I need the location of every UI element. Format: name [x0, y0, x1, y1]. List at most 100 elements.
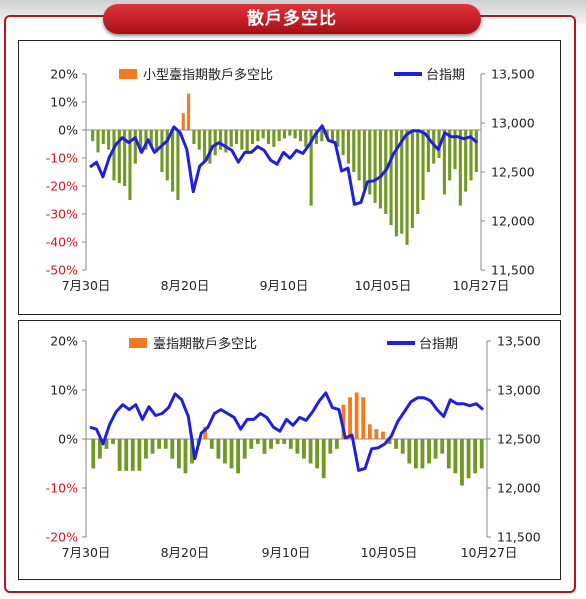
- negative-ratio-bar: [139, 130, 143, 153]
- negative-ratio-bar: [183, 439, 188, 474]
- negative-ratio-bar: [346, 130, 350, 164]
- left-tick-label: -10%: [46, 151, 78, 166]
- negative-ratio-bar: [410, 130, 414, 228]
- negative-ratio-bar: [91, 439, 96, 469]
- right-tick-label: 13,000: [497, 383, 541, 398]
- legend-bar-swatch: [129, 338, 147, 348]
- negative-ratio-bar: [176, 130, 180, 200]
- positive-ratio-bar: [341, 404, 346, 439]
- negative-ratio-bar: [321, 439, 326, 479]
- negative-ratio-bar: [394, 130, 398, 237]
- negative-ratio-bar: [416, 130, 420, 214]
- negative-ratio-bar: [107, 130, 111, 150]
- negative-ratio-bar: [320, 130, 324, 142]
- negative-ratio-bar: [474, 130, 478, 172]
- negative-ratio-bar: [433, 439, 438, 459]
- negative-ratio-bar: [111, 439, 115, 444]
- negative-ratio-bar: [242, 439, 247, 459]
- negative-ratio-bar: [295, 439, 300, 454]
- negative-ratio-bar: [473, 439, 478, 474]
- negative-ratio-bar: [341, 130, 345, 156]
- negative-ratio-bar: [357, 130, 361, 181]
- negative-ratio-bar: [309, 130, 313, 206]
- negative-ratio-bar: [400, 130, 404, 234]
- right-tick-label: 11,500: [491, 263, 535, 278]
- negative-ratio-bar: [163, 439, 168, 449]
- x-tick-label: 8月20日: [161, 278, 210, 293]
- negative-ratio-bar: [104, 439, 109, 449]
- chart-mini-taiex-retail-ratio: 20% 10% 0% -10% -20% -30% -40% -50% 13,500 13,000…: [46, 67, 535, 294]
- positive-ratio-bar: [381, 431, 385, 439]
- negative-ratio-bar: [277, 130, 281, 142]
- negative-ratio-bar: [250, 130, 255, 144]
- negative-ratio-bar: [269, 439, 273, 449]
- negative-ratio-bar: [272, 130, 276, 147]
- negative-ratio-bar: [334, 439, 339, 449]
- x-tick-label: 7月30日: [62, 278, 111, 293]
- negative-ratio-bar: [190, 439, 194, 464]
- positive-ratio-bar: [348, 397, 352, 439]
- negative-ratio-bar: [170, 439, 175, 459]
- negative-ratio-bar: [213, 130, 217, 156]
- negative-ratio-bar: [128, 130, 132, 200]
- chart-panel-mini: 20% 10% 0% -10% -20% -30% -40% -50% 13,500 13,000…: [18, 40, 561, 315]
- left-tick-label: 10%: [50, 383, 78, 398]
- negative-ratio-bar: [91, 130, 95, 142]
- x-tick-label: 9月10日: [262, 545, 311, 560]
- index-line: [89, 391, 484, 472]
- negative-ratio-bar: [453, 130, 457, 170]
- negative-ratio-bar: [378, 130, 382, 209]
- negative-ratio-bar: [117, 130, 121, 184]
- right-tick-label: 12,500: [491, 165, 535, 180]
- negative-ratio-bar: [117, 439, 122, 471]
- negative-ratio-bar: [448, 130, 452, 181]
- right-tick-label: 13,500: [491, 67, 535, 82]
- negative-ratio-bar: [216, 439, 221, 459]
- index-line: [89, 124, 479, 206]
- left-tick-label: -30%: [46, 207, 78, 222]
- negative-ratio-bar: [282, 130, 287, 139]
- negative-ratio-bar: [432, 130, 436, 164]
- negative-ratio-bar: [479, 439, 484, 469]
- left-tick-label: 0%: [58, 432, 78, 447]
- negative-ratio-bar: [373, 130, 377, 203]
- right-tick-label: 12,500: [497, 432, 541, 447]
- negative-ratio-bar: [469, 130, 473, 181]
- left-tick-label: 10%: [50, 95, 78, 110]
- x-tick-label: 8月20日: [161, 545, 210, 560]
- negative-ratio-bar: [362, 130, 366, 189]
- negative-ratio-bar: [308, 439, 313, 464]
- negative-ratio-bar: [282, 439, 287, 444]
- negative-ratio-bar: [256, 130, 260, 142]
- x-tick-label: 10月05日: [361, 545, 418, 560]
- x-tick-label: 9月10日: [260, 278, 309, 293]
- negative-ratio-bar: [266, 130, 271, 144]
- negative-ratio-bar: [203, 130, 207, 161]
- negative-ratio-bar: [314, 130, 319, 144]
- negative-ratio-bar: [224, 130, 228, 153]
- negative-ratio-bar: [160, 130, 164, 172]
- negative-ratio-bar: [236, 439, 241, 474]
- negative-ratio-bar: [328, 439, 333, 454]
- negative-ratio-bar: [209, 439, 214, 449]
- negative-ratio-bar: [453, 439, 458, 474]
- negative-ratio-bar: [442, 130, 446, 195]
- negative-ratio-bar: [288, 130, 292, 136]
- negative-ratio-bar: [330, 130, 335, 142]
- negative-ratio-bar: [288, 439, 293, 449]
- x-tick-label: 10月05日: [355, 278, 412, 293]
- negative-ratio-bar: [165, 130, 169, 181]
- left-tick-label: -20%: [46, 530, 78, 545]
- negative-ratio-bar: [171, 130, 175, 192]
- left-tick-label: -40%: [46, 235, 78, 250]
- legend-bar-swatch: [119, 69, 137, 79]
- negative-ratio-bar: [298, 130, 303, 142]
- negative-ratio-bar: [302, 439, 306, 459]
- negative-ratio-bar: [460, 439, 464, 486]
- negative-ratio-bar: [124, 439, 129, 471]
- legend-line-label: 台指期: [419, 337, 458, 352]
- positive-ratio-bar: [354, 392, 359, 439]
- negative-ratio-bar: [421, 130, 425, 200]
- negative-ratio-bar: [197, 130, 201, 150]
- negative-ratio-bar: [155, 130, 159, 153]
